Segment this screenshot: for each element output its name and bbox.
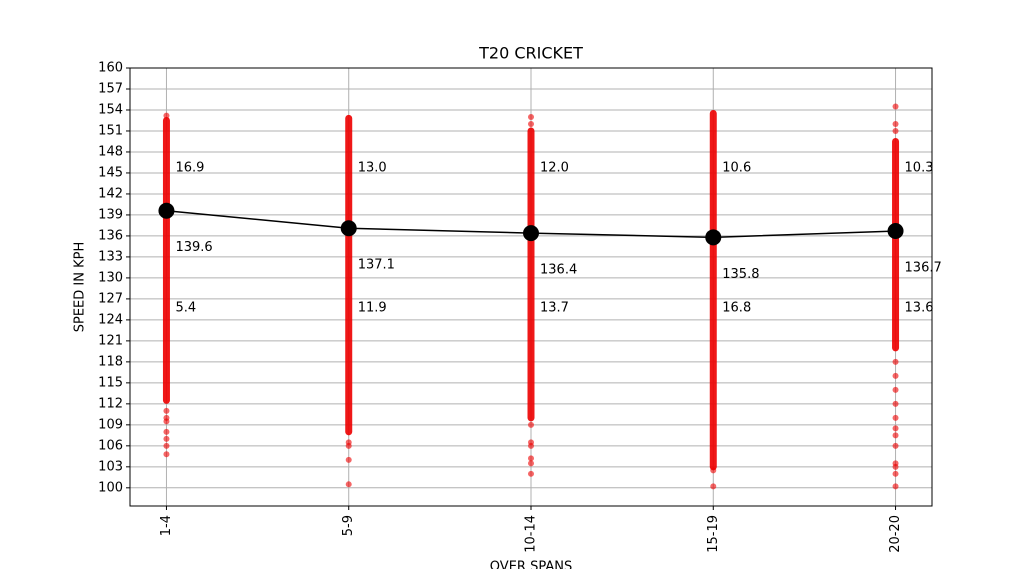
y-tick-label: 133: [98, 249, 123, 264]
strip-point: [892, 386, 899, 393]
strip-point: [892, 425, 899, 432]
y-tick-label: 109: [98, 417, 123, 432]
y-tick-label: 136: [98, 228, 123, 243]
strip-point: [528, 120, 534, 127]
mean-marker: [887, 223, 904, 240]
y-tick-label: 160: [98, 61, 123, 76]
mean-marker: [158, 202, 175, 219]
strip-point: [163, 407, 170, 414]
strip-point: [345, 442, 352, 449]
strip-point: [163, 435, 170, 442]
annotation-upper: 10.3: [905, 161, 934, 176]
annotation-lower: 11.9: [358, 301, 387, 316]
annotation-lower: 5.4: [175, 301, 196, 316]
strip-point: [163, 428, 170, 435]
x-axis-label: OVER SPANS: [490, 560, 572, 569]
y-tick-label: 106: [98, 438, 123, 453]
y-tick-label: 127: [98, 291, 123, 306]
strip-point: [710, 483, 717, 490]
strip-point: [163, 112, 170, 119]
x-tick-label: 1-4: [159, 515, 174, 536]
strip-point: [892, 127, 899, 134]
mean-label: 136.4: [540, 263, 577, 278]
annotation-lower: 16.8: [722, 301, 751, 316]
y-tick-label: 100: [98, 480, 123, 495]
mean-label: 139.6: [175, 240, 212, 255]
strip-point: [892, 483, 899, 490]
strip-point: [892, 470, 899, 477]
y-tick-label: 139: [98, 207, 123, 222]
strip-point: [892, 103, 899, 110]
annotation-upper: 12.0: [540, 161, 569, 176]
annotation-upper: 16.9: [175, 161, 204, 176]
y-tick-label: 121: [98, 333, 123, 348]
x-tick-label: 10-14: [524, 515, 539, 553]
annotation-lower: 13.7: [540, 301, 569, 316]
strip-point: [163, 451, 170, 458]
y-tick-label: 142: [98, 186, 123, 201]
strip-point: [345, 456, 352, 463]
y-tick-label: 151: [98, 123, 123, 138]
x-tick-label: 5-9: [341, 515, 356, 536]
mean-label: 136.7: [905, 261, 942, 276]
plot-frame: [129, 67, 933, 507]
strip-point: [710, 467, 717, 474]
strip-point: [892, 432, 899, 439]
chart-title: T20 CRICKET: [478, 44, 583, 63]
strip-point: [345, 481, 352, 488]
mean-marker: [340, 220, 357, 237]
strip-point: [528, 442, 534, 449]
strip-point: [892, 372, 899, 379]
mean-label: 137.1: [358, 258, 395, 273]
y-tick-label: 157: [98, 81, 123, 96]
y-tick-label: 130: [98, 270, 123, 285]
y-tick-label: 145: [98, 165, 123, 180]
x-tick-label: 20-20: [888, 515, 903, 553]
strip-point: [528, 113, 534, 120]
strip-point: [528, 460, 534, 467]
strip-point: [528, 421, 534, 428]
y-axis-label: SPEED IN KPH: [73, 242, 88, 333]
y-tick-label: 112: [98, 396, 123, 411]
strip-point: [163, 418, 170, 425]
strip-point: [163, 442, 170, 449]
strip-point: [892, 463, 899, 470]
mean-marker: [523, 225, 539, 242]
y-tick-label: 124: [98, 312, 123, 327]
strip-point: [528, 470, 534, 477]
strip-point: [892, 400, 899, 407]
mean-label: 135.8: [722, 267, 759, 282]
y-tick-label: 154: [98, 102, 123, 117]
annotation-lower: 13.6: [905, 301, 934, 316]
y-tick-label: 103: [98, 459, 123, 474]
y-tick-label: 118: [98, 354, 123, 369]
x-tick-label: 15-19: [706, 515, 721, 553]
strip-point: [528, 455, 534, 462]
strip-point: [892, 358, 899, 365]
strip-point: [892, 442, 899, 449]
annotation-upper: 10.6: [722, 161, 751, 176]
strip-point: [892, 120, 899, 127]
y-tick-label: 115: [98, 375, 123, 390]
y-tick-label: 148: [98, 144, 123, 159]
annotation-upper: 13.0: [358, 161, 387, 176]
mean-marker: [705, 229, 722, 246]
strip-point: [892, 414, 899, 421]
